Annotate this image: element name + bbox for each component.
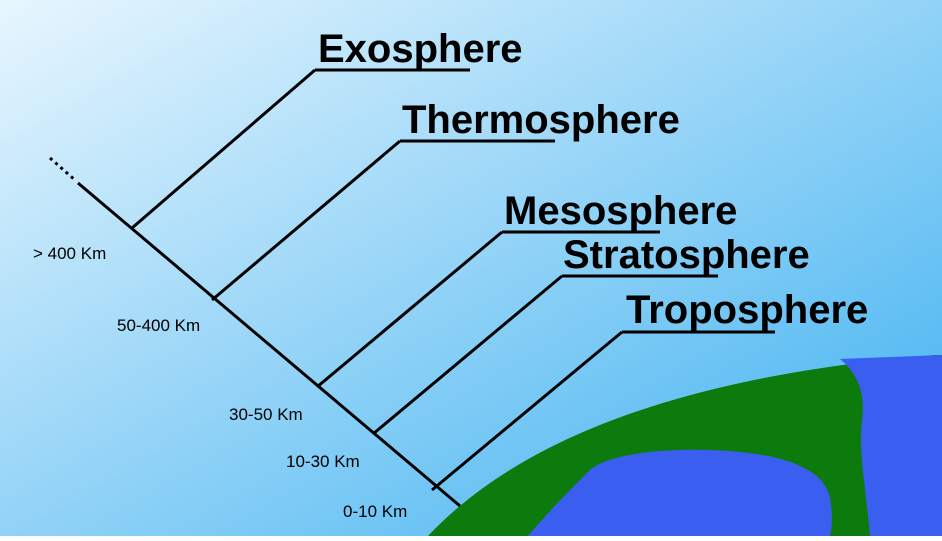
- troposphere-altitude: 0-10 Km: [343, 502, 407, 521]
- exosphere-leader-line: [131, 68, 316, 230]
- thermosphere-altitude: 50-400 Km: [117, 316, 200, 335]
- altitude-axis-line: [77, 181, 461, 508]
- mesosphere-label: Mesosphere: [504, 189, 737, 233]
- thermosphere-leader-line: [211, 139, 401, 302]
- mesosphere-altitude: 30-50 Km: [229, 405, 303, 424]
- stratosphere-altitude: 10-30 Km: [286, 452, 360, 471]
- stratosphere-label: Stratosphere: [563, 233, 810, 277]
- troposphere-leader-line: [431, 330, 623, 492]
- layer-thermosphere: Thermosphere 50-400 Km: [117, 98, 680, 335]
- layer-exosphere: Exosphere > 400 Km: [33, 27, 523, 263]
- exosphere-label: Exosphere: [318, 27, 523, 71]
- exosphere-altitude: > 400 Km: [33, 244, 106, 263]
- mesosphere-leader-line: [316, 230, 503, 389]
- earth-ocean-east: [840, 355, 942, 536]
- thermosphere-label: Thermosphere: [402, 98, 680, 142]
- layer-mesosphere: Mesosphere 30-50 Km: [229, 189, 737, 424]
- altitude-axis-continuation: [49, 156, 77, 183]
- earth-ocean-inland: [528, 449, 832, 536]
- troposphere-label: Troposphere: [626, 288, 868, 332]
- layer-troposphere: Troposphere 0-10 Km: [343, 288, 868, 521]
- stratosphere-leader-line: [372, 274, 563, 436]
- layer-stratosphere: Stratosphere 10-30 Km: [286, 233, 810, 471]
